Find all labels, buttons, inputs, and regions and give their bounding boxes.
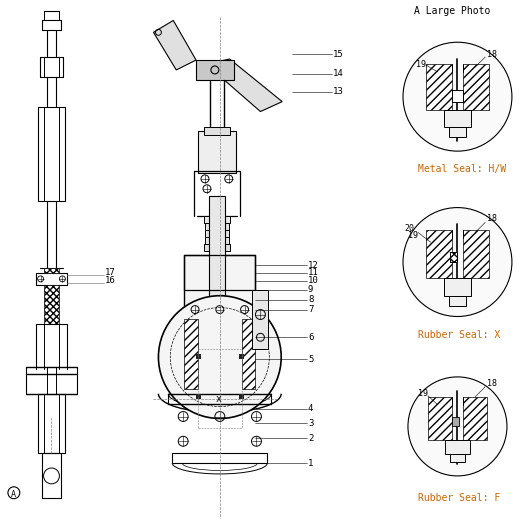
Polygon shape (449, 252, 457, 262)
Text: 7: 7 (308, 305, 313, 314)
Text: 19: 19 (418, 389, 428, 398)
Bar (449, 127, 466, 137)
Text: Rubber Seal: F: Rubber Seal: F (418, 493, 500, 503)
Text: 8: 8 (308, 295, 313, 304)
Text: 9: 9 (308, 285, 313, 294)
Bar (184, 255, 256, 384)
Circle shape (408, 377, 507, 476)
Text: x: x (216, 394, 222, 404)
Bar (239, 354, 244, 359)
Text: 19: 19 (408, 231, 418, 240)
Polygon shape (206, 59, 282, 112)
Text: A Large Photo: A Large Photo (414, 5, 491, 15)
Bar (196, 60, 234, 80)
Text: 3: 3 (308, 419, 313, 428)
Bar (195, 354, 201, 359)
Bar (444, 110, 472, 127)
Text: 18: 18 (487, 49, 497, 59)
Text: 11: 11 (308, 269, 319, 277)
Polygon shape (464, 397, 487, 440)
Text: A: A (11, 490, 16, 499)
Bar (195, 394, 201, 399)
Bar (198, 131, 235, 173)
Polygon shape (426, 230, 451, 278)
Polygon shape (464, 230, 489, 278)
Text: 10: 10 (308, 276, 319, 285)
Polygon shape (451, 417, 459, 427)
Circle shape (403, 42, 512, 151)
Bar (204, 215, 230, 223)
Text: 16: 16 (105, 276, 116, 285)
Polygon shape (426, 64, 451, 110)
Polygon shape (451, 90, 464, 102)
Text: 4: 4 (308, 404, 313, 413)
Text: 15: 15 (333, 49, 343, 59)
Polygon shape (184, 320, 198, 389)
Text: 18: 18 (487, 214, 497, 223)
Text: 18: 18 (487, 379, 497, 388)
Bar (204, 127, 230, 135)
Text: Rubber Seal: X: Rubber Seal: X (418, 330, 500, 340)
Text: 2: 2 (308, 434, 313, 443)
Text: 19: 19 (416, 60, 426, 69)
Text: 12: 12 (308, 261, 319, 270)
Bar (205, 223, 229, 230)
Bar (204, 244, 230, 251)
Polygon shape (464, 64, 489, 110)
Text: 14: 14 (333, 69, 343, 78)
Text: 20: 20 (404, 224, 414, 233)
Polygon shape (428, 397, 451, 440)
Polygon shape (44, 268, 60, 273)
Bar (205, 230, 229, 237)
Bar (205, 237, 229, 244)
Text: 1: 1 (308, 459, 313, 468)
Text: 5: 5 (308, 354, 313, 363)
Text: 13: 13 (333, 87, 343, 96)
Bar (449, 454, 465, 462)
Bar (239, 394, 244, 399)
Bar (449, 296, 466, 305)
Polygon shape (44, 285, 60, 325)
Polygon shape (154, 20, 196, 70)
Circle shape (158, 296, 281, 419)
Bar (209, 196, 225, 389)
Polygon shape (242, 320, 256, 389)
Bar (445, 440, 470, 454)
Text: 17: 17 (105, 269, 116, 277)
Text: Metal Seal: H/W: Metal Seal: H/W (418, 164, 506, 174)
Circle shape (403, 207, 512, 317)
Text: 6: 6 (308, 333, 313, 342)
Bar (252, 290, 268, 349)
Bar (444, 278, 472, 296)
